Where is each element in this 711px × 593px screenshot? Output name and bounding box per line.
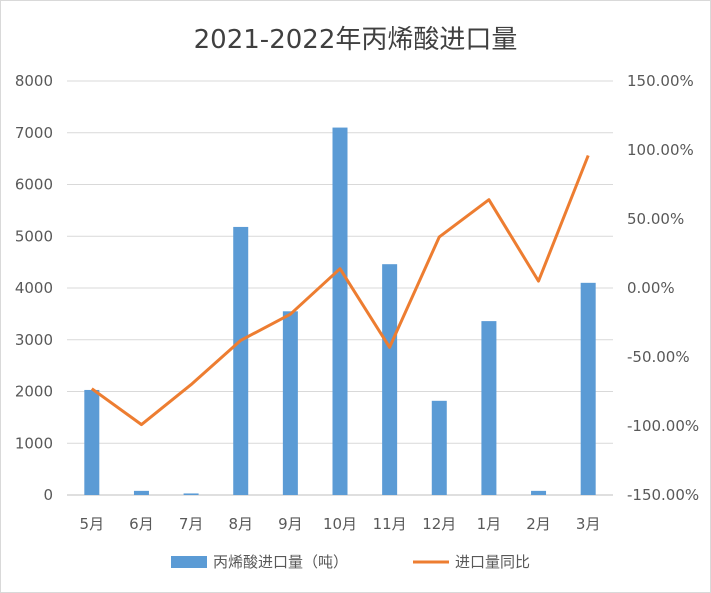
x-tick-label: 8月 (228, 515, 253, 533)
x-tick-label: 10月 (323, 515, 357, 533)
y-left-tick-label: 8000 (15, 72, 53, 90)
y-left-tick-label: 0 (43, 486, 53, 504)
x-tick-label: 9月 (278, 515, 303, 533)
y-right-tick-label: 100.00% (627, 141, 694, 159)
y-left-tick-label: 3000 (15, 331, 53, 349)
x-tick-label: 2月 (526, 515, 551, 533)
y-right-tick-label: 150.00% (627, 72, 694, 90)
bar (481, 321, 497, 495)
bar (332, 127, 348, 495)
y-left-tick-label: 6000 (15, 176, 53, 194)
bar (282, 311, 298, 495)
x-tick-label: 7月 (179, 515, 204, 533)
y-right-tick-label: 0.00% (627, 279, 675, 297)
x-tick-label: 11月 (373, 515, 407, 533)
x-tick-label: 1月 (477, 515, 502, 533)
y-right-tick-label: -50.00% (627, 348, 690, 366)
series-line (90, 154, 590, 427)
y-left-tick-label: 4000 (15, 279, 53, 297)
y-right-tick-label: 50.00% (627, 210, 684, 228)
x-tick-label: 6月 (129, 515, 154, 533)
bar (531, 490, 547, 495)
y-left-tick-label: 1000 (15, 434, 53, 452)
bar (233, 226, 249, 495)
bar (382, 264, 398, 495)
chart-title: 2021-2022年丙烯酸进口量 (193, 25, 518, 55)
x-tick-label: 3月 (576, 515, 601, 533)
legend-label-line: 进口量同比 (455, 553, 530, 571)
bar (580, 282, 596, 495)
legend-swatch-bar (171, 556, 207, 568)
x-tick-label: 5月 (80, 515, 105, 533)
y-left-tick-label: 5000 (15, 227, 53, 245)
y-left-tick-label: 2000 (15, 383, 53, 401)
bar (431, 400, 447, 495)
bar (133, 490, 149, 495)
legend-label-bar: 丙烯酸进口量（吨） (213, 553, 348, 571)
y-right-tick-label: -150.00% (627, 486, 699, 504)
bar (183, 493, 199, 495)
x-tick-label: 12月 (422, 515, 456, 533)
y-left-tick-label: 7000 (15, 124, 53, 142)
bar (84, 389, 100, 495)
y-right-tick-label: -100.00% (627, 417, 699, 435)
